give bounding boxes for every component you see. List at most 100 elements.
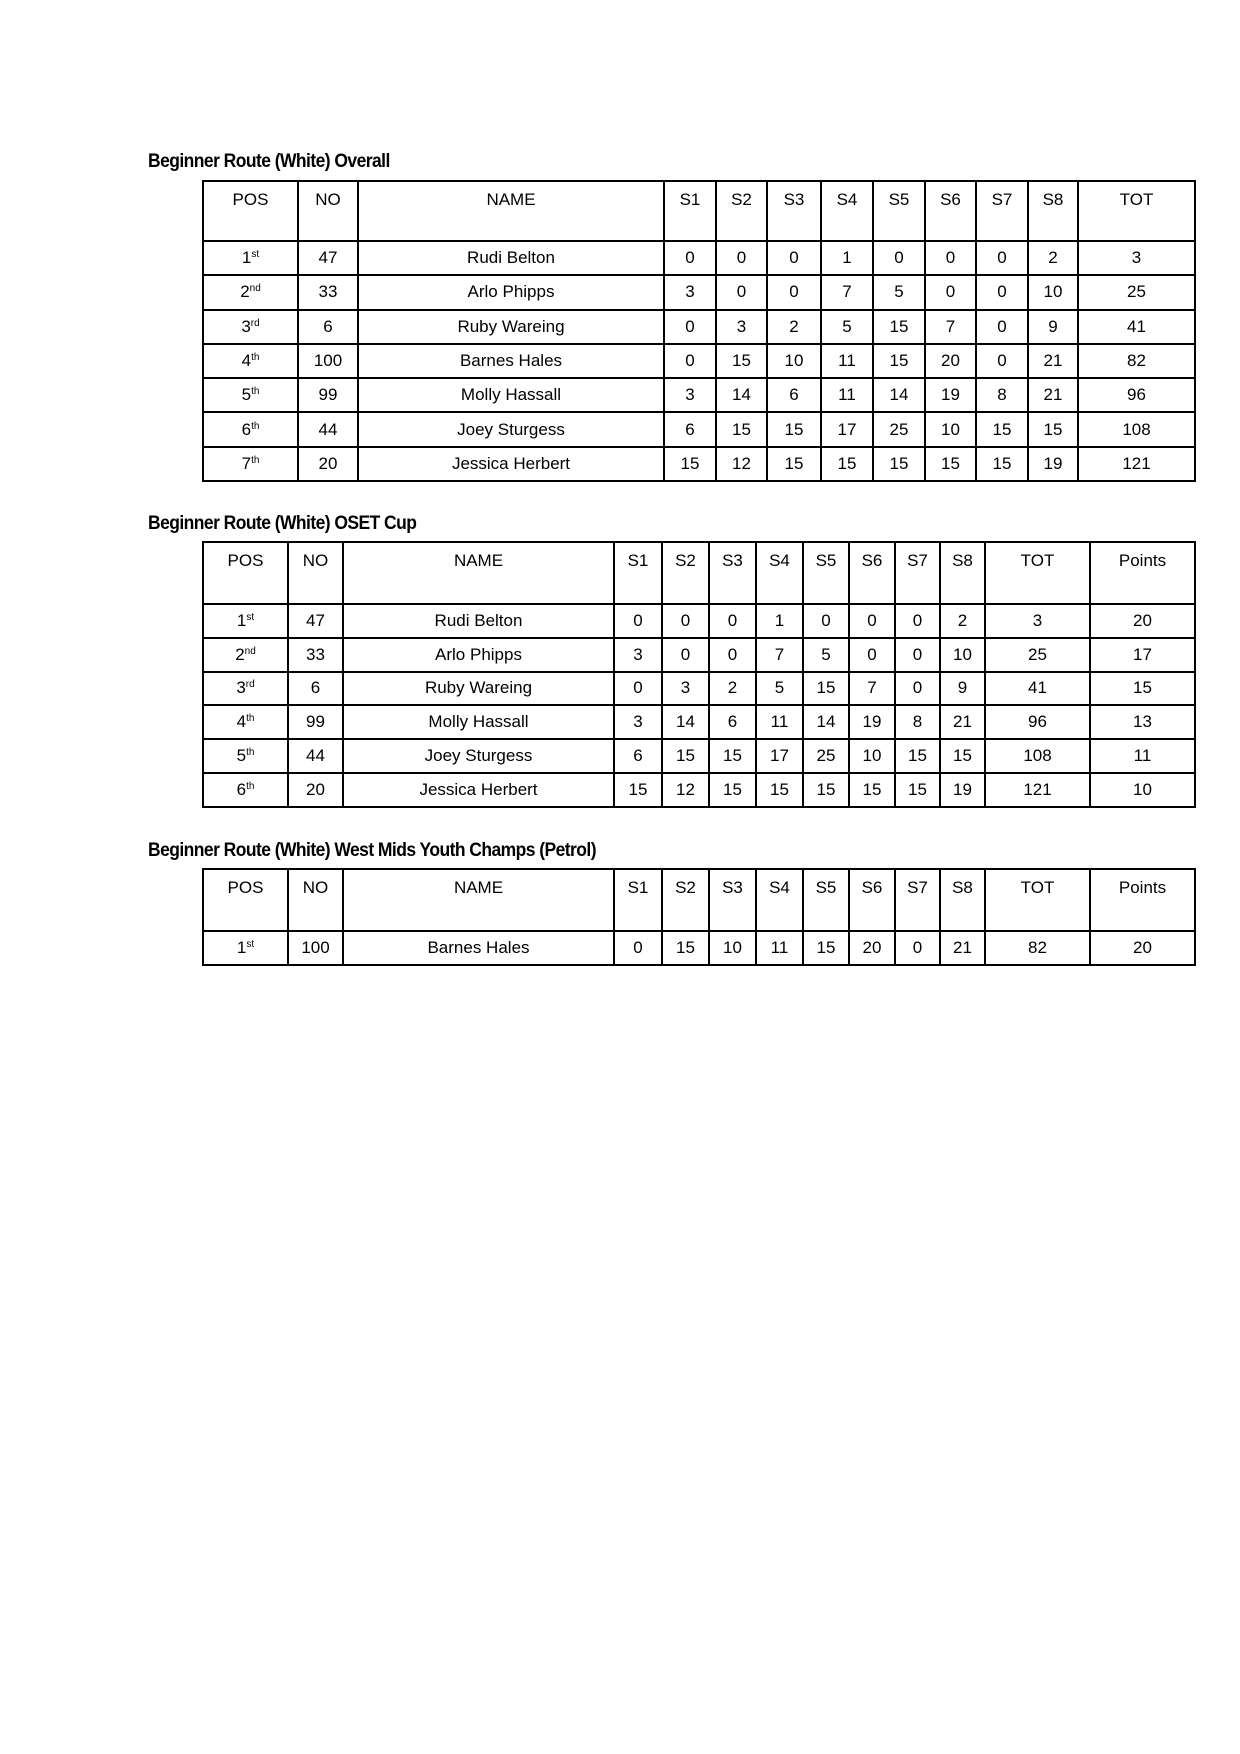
points-cell: 15	[1089, 670, 1196, 707]
column-header-s6: S6	[848, 541, 896, 605]
s3-cell: 2	[708, 670, 757, 707]
s6-cell: 10	[924, 411, 977, 448]
column-header-s1: S1	[613, 868, 663, 932]
s1-cell: 3	[663, 274, 717, 311]
ordinal-suffix: nd	[244, 645, 256, 657]
s7-cell: 0	[975, 308, 1029, 345]
s4-cell: 5	[755, 670, 804, 707]
ordinal-suffix: th	[246, 747, 255, 759]
s1-cell: 0	[663, 308, 717, 345]
name-cell: Barnes Hales	[342, 930, 615, 966]
s8-cell: 15	[1027, 411, 1079, 448]
s3-cell: 0	[708, 636, 757, 673]
points-cell: 20	[1089, 930, 1196, 966]
s4-cell: 7	[820, 274, 874, 311]
s2-cell: 12	[661, 771, 710, 808]
name-cell: Arlo Phipps	[342, 636, 615, 673]
s3-cell: 6	[766, 377, 822, 414]
header-row: POS NO NAME S1 S2 S3 S4 S5 S6 S7 S8 TOT Points	[202, 541, 1196, 605]
column-header-name: NAME	[342, 868, 615, 932]
position-number: 1	[236, 610, 247, 630]
s1-cell: 15	[613, 771, 663, 808]
s1-cell: 0	[613, 930, 663, 966]
s7-cell: 15	[894, 738, 941, 774]
column-header-pos: POS	[202, 541, 289, 605]
s8-cell: 10	[1027, 274, 1079, 311]
column-header-s5: S5	[802, 868, 850, 932]
column-header-s4: S4	[820, 180, 874, 242]
points-cell: 20	[1089, 603, 1196, 639]
s6-cell: 15	[848, 771, 896, 808]
position-number: 2	[240, 282, 250, 302]
no-cell: 100	[287, 930, 344, 966]
table-row: 3rd 6 Ruby Wareing 0 3 2 5 15 7 0 9 41	[202, 308, 1196, 345]
pos-cell: 3rd	[202, 308, 299, 345]
pos-cell: 1st	[202, 930, 289, 966]
section-title-overall: Beginner Route (White) Overall	[148, 151, 390, 172]
no-cell: 99	[297, 377, 359, 414]
tot-cell: 96	[1077, 377, 1196, 414]
s4-cell: 11	[820, 342, 874, 380]
s4-cell: 11	[755, 704, 804, 741]
s4-cell: 15	[755, 771, 804, 808]
s3-cell: 0	[766, 274, 822, 311]
s1-cell: 0	[613, 670, 663, 707]
position-number: 5	[241, 385, 252, 405]
table-row: 6th 20 Jessica Herbert 15 12 15 15 15 15 15 19 121 1…	[202, 771, 1196, 808]
s3-cell: 10	[766, 342, 822, 380]
table-row: 3rd 6 Ruby Wareing 0 3 2 5 15 7 0 9 41 15	[202, 670, 1196, 707]
column-header-s8: S8	[939, 541, 986, 605]
s5-cell: 5	[802, 636, 850, 673]
column-header-pos: POS	[202, 180, 299, 242]
table-row: 2nd 33 Arlo Phipps 3 0 0 7 5 0 0 10 25 17	[202, 636, 1196, 673]
ordinal-suffix: th	[251, 420, 260, 432]
name-cell: Rudi Belton	[357, 239, 665, 277]
table-row: 4th 100 Barnes Hales 0 15 10 11 15 20 0 21 82	[202, 342, 1196, 380]
s6-cell: 7	[924, 308, 977, 345]
column-header-s7: S7	[975, 180, 1029, 242]
results-table-west-mids: POS NO NAME S1 S2 S3 S4 S5 S6 S7 S8 TOT Points 1st 100…	[202, 868, 1196, 966]
s8-cell: 21	[1027, 377, 1079, 414]
s5-cell: 0	[802, 603, 850, 639]
column-header-s2: S2	[661, 868, 710, 932]
s6-cell: 20	[924, 342, 977, 380]
s2-cell: 14	[715, 377, 768, 414]
s7-cell: 15	[894, 771, 941, 808]
pos-cell: 1st	[202, 603, 289, 639]
s8-cell: 21	[939, 704, 986, 741]
s1-cell: 3	[613, 636, 663, 673]
column-header-s7: S7	[894, 541, 941, 605]
s3-cell: 15	[766, 411, 822, 448]
position-number: 2	[235, 644, 245, 664]
tot-cell: 41	[984, 670, 1091, 707]
tot-cell: 96	[984, 704, 1091, 741]
s6-cell: 0	[924, 239, 977, 277]
column-header-tot: TOT	[984, 868, 1091, 932]
s8-cell: 21	[1027, 342, 1079, 380]
s8-cell: 21	[939, 930, 986, 966]
ordinal-suffix: st	[246, 611, 255, 623]
column-header-s4: S4	[755, 868, 804, 932]
ordinal-suffix: th	[246, 780, 255, 792]
s3-cell: 2	[766, 308, 822, 345]
column-header-s1: S1	[613, 541, 663, 605]
s5-cell: 5	[872, 274, 926, 311]
header-row: POS NO NAME S1 S2 S3 S4 S5 S6 S7 S8 TOT Points	[202, 868, 1196, 932]
column-header-no: NO	[287, 541, 344, 605]
s1-cell: 0	[613, 603, 663, 639]
s4-cell: 15	[820, 445, 874, 483]
s6-cell: 0	[924, 274, 977, 311]
s5-cell: 15	[802, 670, 850, 707]
s2-cell: 15	[715, 342, 768, 380]
tot-cell: 25	[984, 636, 1091, 673]
ordinal-suffix: th	[251, 454, 260, 466]
column-header-s8: S8	[1027, 180, 1079, 242]
column-header-tot: TOT	[1077, 180, 1196, 242]
s7-cell: 0	[975, 239, 1029, 277]
s7-cell: 0	[894, 930, 941, 966]
s2-cell: 3	[715, 308, 768, 345]
column-header-name: NAME	[357, 180, 665, 242]
tot-cell: 108	[1077, 411, 1196, 448]
column-header-name: NAME	[342, 541, 615, 605]
s1-cell: 3	[663, 377, 717, 414]
